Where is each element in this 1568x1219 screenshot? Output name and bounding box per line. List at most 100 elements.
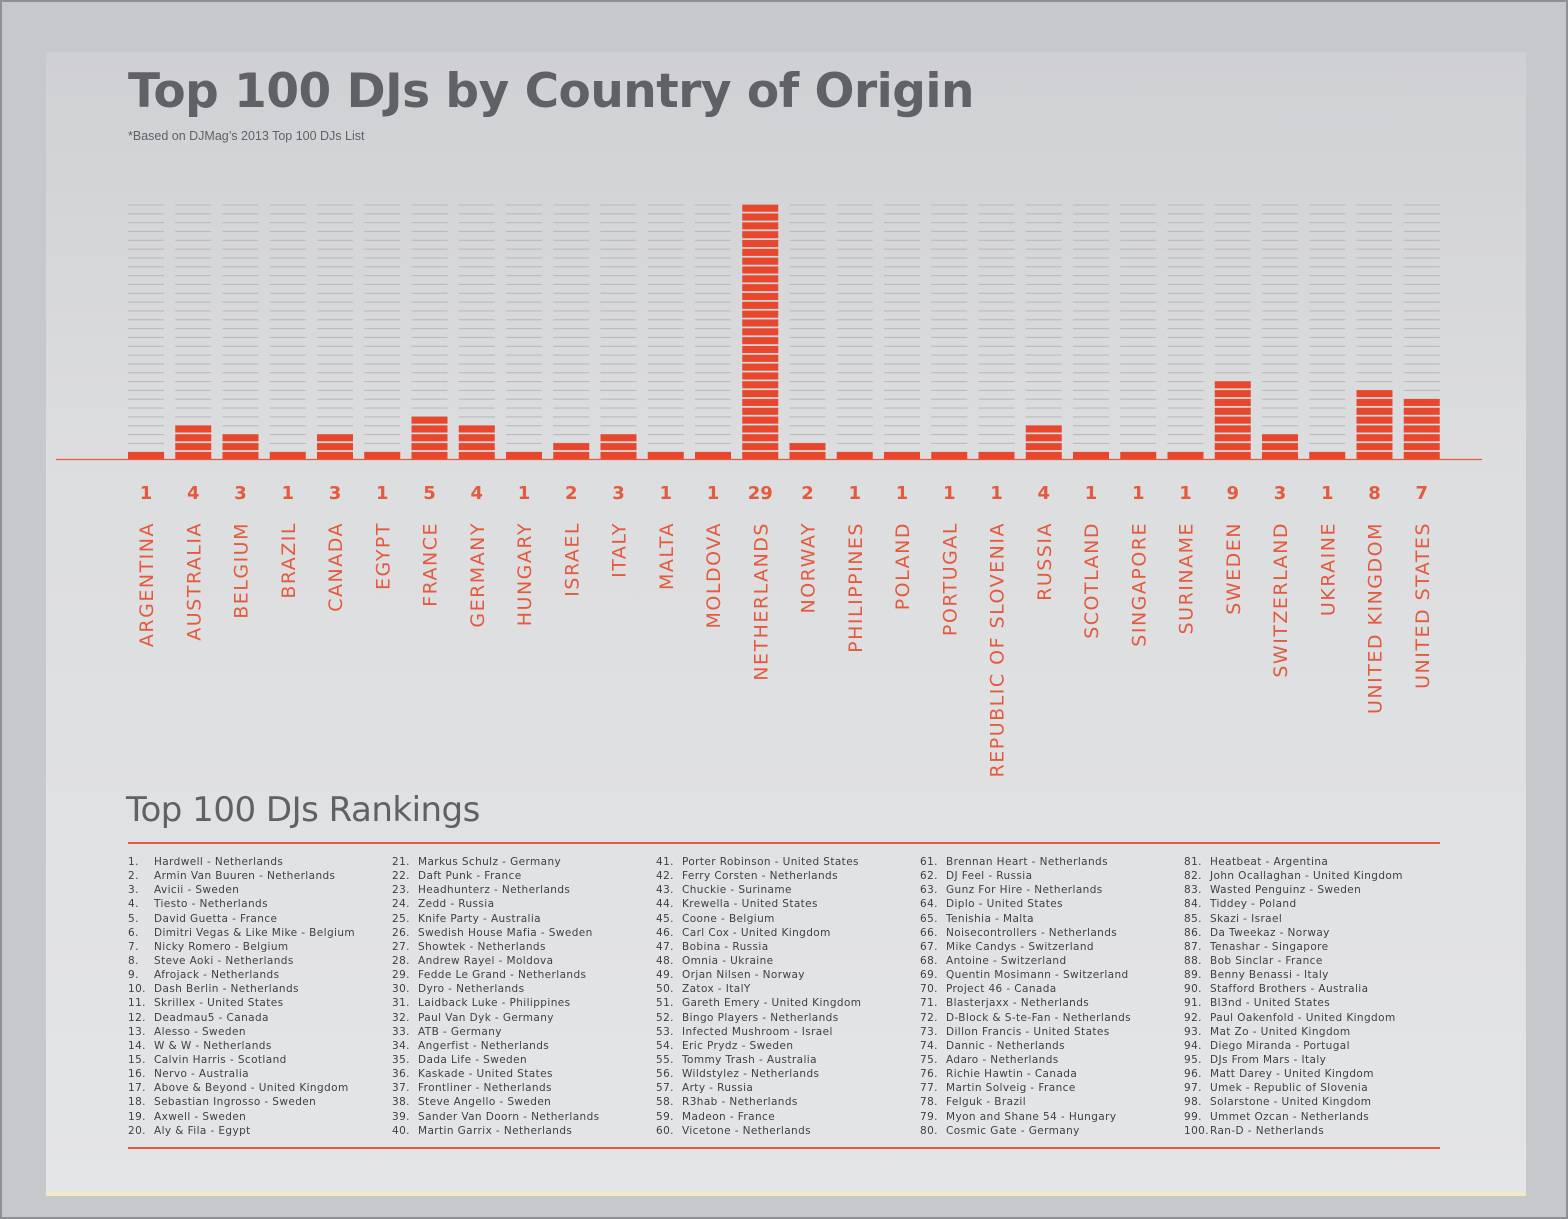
ranking-number: 64. xyxy=(920,898,938,911)
ranking-text: Ferry Corsten - Netherlands xyxy=(682,870,838,883)
ranking-number: 89. xyxy=(1184,969,1202,982)
ranking-text: Madeon - France xyxy=(682,1110,776,1123)
category-tick-label: BELGIUM xyxy=(231,522,253,619)
ranking-number: 6. xyxy=(128,926,139,939)
ranking-entry: 25. Knife Party - Australia xyxy=(392,912,642,926)
ranking-text: Felguk - Brazil xyxy=(946,1096,1027,1109)
ranking-entry: 62. DJ Feel - Russia xyxy=(920,869,1170,883)
ranking-entry: 84. Tiddey - Poland xyxy=(1184,897,1434,911)
data-label: 3 xyxy=(612,483,625,504)
ranking-text: Gareth Emery - United Kingdom xyxy=(682,997,862,1010)
ranking-entry: 2. Armin Van Buuren - Netherlands xyxy=(128,869,378,883)
ranking-text: Avicii - Sweden xyxy=(154,884,240,897)
ranking-text: Dillon Francis - United States xyxy=(946,1025,1110,1038)
ranking-text: Tommy Trash - Australia xyxy=(682,1053,817,1066)
ranking-number: 66. xyxy=(920,926,938,939)
category-tick-label: MOLDOVA xyxy=(703,522,725,628)
category-tick-label: GERMANY xyxy=(467,522,489,628)
category-tick-label: PHILIPPINES xyxy=(845,522,867,653)
ranking-entry: 44. Krewella - United States xyxy=(656,897,906,911)
bar-canada xyxy=(317,434,353,459)
ranking-text: Sebastian Ingrosso - Sweden xyxy=(154,1096,317,1109)
ranking-number: 12. xyxy=(128,1011,146,1024)
ranking-number: 72. xyxy=(920,1011,938,1024)
category-tick-label: PORTUGAL xyxy=(939,522,961,636)
ranking-text: Wasted Penguinz - Sweden xyxy=(1210,884,1362,897)
bar-belgium xyxy=(222,434,259,459)
ranking-entry: 20. Aly & Fila - Egypt xyxy=(128,1124,378,1138)
ranking-entry: 64. Diplo - United States xyxy=(920,897,1170,911)
ranking-number: 38. xyxy=(392,1096,410,1109)
ranking-text: W & W - Netherlands xyxy=(154,1039,272,1052)
ranking-number: 92. xyxy=(1184,1011,1202,1024)
ranking-number: 78. xyxy=(920,1096,938,1109)
bar-germany xyxy=(458,425,495,459)
ranking-entry: 38. Steve Angello - Sweden xyxy=(392,1095,642,1109)
ranking-entry: 59. Madeon - France xyxy=(656,1110,906,1124)
ranking-number: 17. xyxy=(128,1082,146,1095)
category-tick-label: SINGAPORE xyxy=(1128,522,1150,647)
ranking-text: DJs From Mars - Italy xyxy=(1210,1053,1327,1066)
ranking-entry: 26. Swedish House Mafia - Sweden xyxy=(392,926,642,940)
ranking-entry: 96. Matt Darey - United Kingdom xyxy=(1184,1067,1434,1081)
ranking-entry: 41. Porter Robinson - United States xyxy=(656,855,906,869)
ranking-text: Wildstylez - Netherlands xyxy=(682,1068,820,1081)
ranking-text: Zedd - Russia xyxy=(418,898,495,911)
ranking-entry: 90. Stafford Brothers - Australia xyxy=(1184,982,1434,996)
ranking-entry: 92. Paul Oakenfold - United Kingdom xyxy=(1184,1011,1434,1025)
ranking-text: Brennan Heart - Netherlands xyxy=(946,856,1108,868)
ranking-number: 91. xyxy=(1184,997,1202,1010)
ranking-number: 87. xyxy=(1184,940,1202,953)
data-label: 1 xyxy=(1132,483,1145,504)
ranking-text: Coone - Belgium xyxy=(682,912,775,925)
ranking-number: 27. xyxy=(392,940,410,953)
ranking-number: 96. xyxy=(1184,1068,1202,1081)
ranking-text: Cosmic Gate - Germany xyxy=(946,1124,1080,1137)
ranking-text: Showtek - Netherlands xyxy=(418,940,546,953)
ranking-entry: 67. Mike Candys - Switzerland xyxy=(920,940,1170,954)
ranking-entry: 8. Steve Aoki - Netherlands xyxy=(128,954,378,968)
ranking-text: Skazi - Israel xyxy=(1210,912,1283,925)
ranking-text: Bingo Players - Netherlands xyxy=(682,1011,839,1024)
ranking-entry: 45. Coone - Belgium xyxy=(656,912,906,926)
data-label: 1 xyxy=(1085,483,1098,504)
ranking-text: Diplo - United States xyxy=(946,898,1063,911)
category-tick-label: EGYPT xyxy=(372,522,394,590)
bar-philippines xyxy=(836,451,873,459)
bar-norway xyxy=(789,443,826,459)
bar-brazil xyxy=(269,451,306,459)
ranking-text: David Guetta - France xyxy=(154,912,278,925)
ranking-text: Quentin Mosimann - Switzerland xyxy=(946,969,1129,982)
bar-chart: 1 ARGENTINA 4 AUSTRALIA 3 BELGIUM 1 BRAZIL 3 CANA… xyxy=(56,204,1482,777)
ranking-text: Stafford Brothers - Australia xyxy=(1210,983,1369,996)
rankings-column: 81. Heatbeat - Argentina 82. John Ocallagha… xyxy=(1184,855,1434,1138)
category-tick-label: ARGENTINA xyxy=(136,522,158,647)
ranking-number: 82. xyxy=(1184,870,1202,883)
ranking-text: John Ocallaghan - United Kingdom xyxy=(1210,870,1403,883)
ranking-entry: 49. Orjan Nilsen - Norway xyxy=(656,968,906,982)
data-label: 1 xyxy=(659,483,672,504)
ranking-text: Dyro - Netherlands xyxy=(418,983,525,996)
ranking-text: Andrew Rayel - Moldova xyxy=(418,954,554,967)
ranking-entry: 11. Skrillex - United States xyxy=(128,996,378,1010)
ranking-text: Eric Prydz - Sweden xyxy=(682,1039,794,1052)
bar-egypt xyxy=(364,451,401,459)
ranking-number: 11. xyxy=(128,997,146,1010)
ranking-number: 51. xyxy=(656,997,674,1010)
category-tick-label: REPUBLIC OF SLOVENIA xyxy=(987,522,1009,777)
data-label: 4 xyxy=(470,483,483,504)
ranking-entry: 39. Sander Van Doorn - Netherlands xyxy=(392,1110,642,1124)
ranking-entry: 22. Daft Punk - France xyxy=(392,869,642,883)
bar-united-kingdom xyxy=(1356,390,1393,459)
ranking-number: 61. xyxy=(920,856,938,868)
data-label: 1 xyxy=(140,483,153,504)
ranking-entry: 23. Headhunterz - Netherlands xyxy=(392,883,642,897)
ranking-text: Angerfist - Netherlands xyxy=(418,1039,550,1052)
chart-subtitle: *Based on DJMag’s 2013 Top 100 DJs List xyxy=(128,129,365,143)
ranking-entry: 71. Blasterjaxx - Netherlands xyxy=(920,996,1170,1010)
ranking-number: 54. xyxy=(656,1039,674,1052)
ranking-number: 99. xyxy=(1184,1110,1202,1123)
ranking-text: Axwell - Sweden xyxy=(154,1110,247,1123)
ranking-entry: 60. Vicetone - Netherlands xyxy=(656,1124,906,1138)
poster-background xyxy=(46,52,1526,1196)
